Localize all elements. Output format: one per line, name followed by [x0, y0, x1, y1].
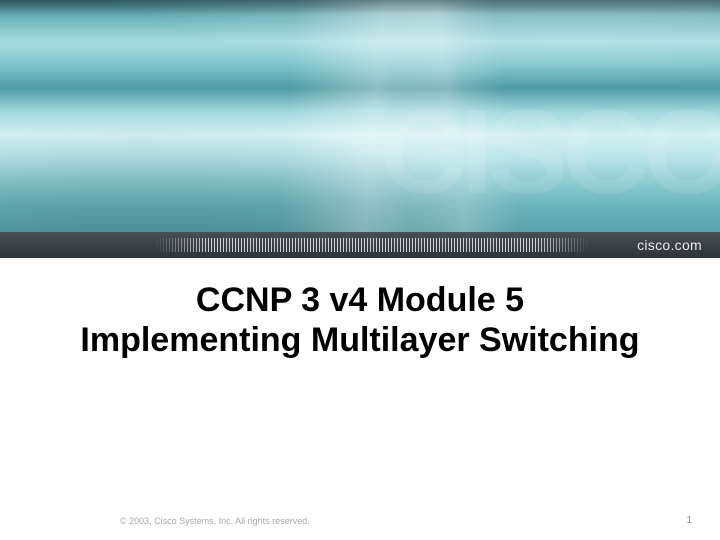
title-line-2: Implementing Multilayer Switching	[30, 320, 690, 360]
tick-strip	[154, 232, 590, 258]
cisco-watermark: CISCO	[380, 92, 720, 212]
brand-bar: cisco.com	[0, 232, 720, 258]
slide: CISCO cisco.com CCNP 3 v4 Module 5 Imple…	[0, 0, 720, 540]
page-number: 1	[686, 515, 692, 526]
title-line-1: CCNP 3 v4 Module 5	[30, 280, 690, 320]
banner-image: CISCO	[0, 0, 720, 232]
copyright-text: © 2003, Cisco Systems, Inc. All rights r…	[120, 516, 310, 526]
title-block: CCNP 3 v4 Module 5 Implementing Multilay…	[0, 280, 720, 360]
brand-url: cisco.com	[637, 232, 702, 258]
footer: © 2003, Cisco Systems, Inc. All rights r…	[0, 508, 720, 526]
